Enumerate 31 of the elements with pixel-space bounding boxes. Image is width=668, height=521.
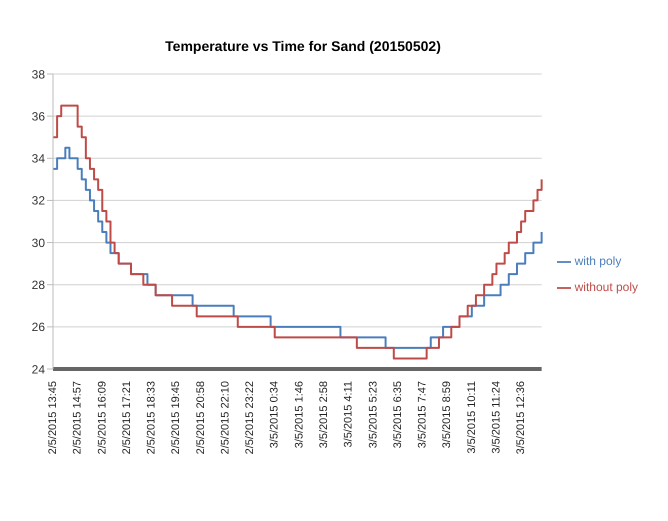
x-tick-label: 3/5/2015 8:59 [441, 381, 454, 448]
legend-label: without poly [574, 280, 638, 294]
x-tick-label: 3/5/2015 7:47 [416, 381, 429, 448]
x-tick-label: 3/5/2015 5:23 [367, 381, 380, 448]
x-tick-label: 3/5/2015 6:35 [392, 381, 404, 448]
x-tick-label: 2/5/2015 14:57 [72, 381, 84, 454]
y-tick-label: 26 [32, 320, 46, 334]
y-tick-label: 32 [32, 194, 46, 208]
x-tick-label: 2/5/2015 22:10 [219, 381, 232, 454]
x-tick-label: 3/5/2015 11:24 [490, 381, 502, 454]
x-tick-label: 3/5/2015 0:34 [268, 381, 281, 448]
y-tick-label: 34 [32, 152, 46, 166]
y-tick-label: 38 [32, 67, 46, 82]
x-tick-label: 2/5/2015 19:45 [170, 381, 182, 454]
legend-label: with poly [574, 254, 622, 268]
x-tick-label: 2/5/2015 16:09 [96, 381, 108, 454]
y-tick-label: 36 [32, 109, 46, 124]
x-tick-label: 3/5/2015 4:11 [342, 381, 355, 448]
x-tick-label: 2/5/2015 17:21 [120, 381, 133, 454]
x-tick-label: 2/5/2015 13:45 [47, 381, 59, 454]
x-tick-label: 3/5/2015 2:58 [318, 381, 330, 448]
x-tick-label: 3/5/2015 10:11 [466, 381, 478, 454]
x-tick-label: 3/5/2015 1:46 [293, 381, 306, 448]
y-tick-label: 28 [32, 278, 46, 292]
y-tick-label: 30 [32, 236, 46, 250]
y-tick-label: 24 [32, 362, 46, 376]
x-tick-label: 2/5/2015 20:58 [194, 381, 207, 454]
x-tick-label: 2/5/2015 18:33 [146, 381, 158, 454]
x-tick-label: 2/5/2015 23:22 [244, 381, 256, 454]
chart-title: Temperature vs Time for Sand (20150502) [164, 37, 442, 54]
x-tick-label: 3/5/2015 12:36 [515, 381, 528, 454]
